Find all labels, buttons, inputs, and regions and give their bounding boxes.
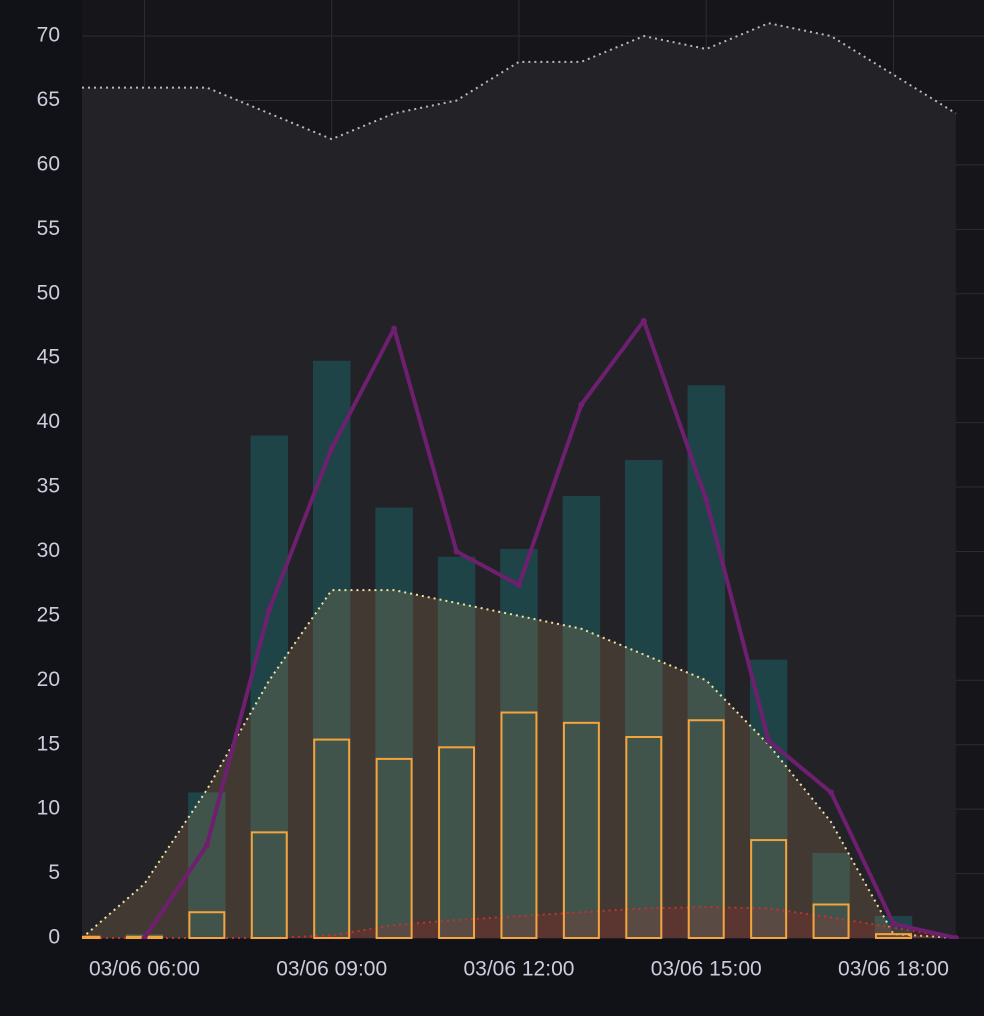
y-tick-label: 10 <box>37 797 60 820</box>
bar-outline <box>82 935 101 939</box>
bar <box>749 659 788 938</box>
bar <box>250 435 288 938</box>
line <box>142 318 957 939</box>
bar-outline <box>375 757 413 939</box>
x-tick-label: 03/06 15:00 <box>651 958 762 981</box>
area-fill <box>82 590 956 938</box>
line-point <box>765 737 772 744</box>
y-tick-label: 0 <box>48 926 60 949</box>
bar <box>874 916 913 938</box>
line-point <box>890 920 897 927</box>
bar <box>625 459 663 938</box>
y-tick-label: 20 <box>37 668 60 691</box>
bar <box>812 852 850 938</box>
y-tick-label: 50 <box>37 281 60 304</box>
bar-outline <box>188 911 226 939</box>
bar-outline <box>562 721 600 939</box>
line-point <box>578 401 585 408</box>
y-tick-label: 45 <box>37 346 60 369</box>
bar <box>687 385 725 938</box>
x-tick-label: 03/06 12:00 <box>463 958 574 981</box>
bar-outline <box>250 831 288 939</box>
labels: 0 5 10 15 20 25 30 35 40 45 50 55 60 65 70 03/06 06:00 0… <box>37 24 949 981</box>
bar-outline <box>313 738 351 939</box>
y-tick-label: 65 <box>37 88 60 111</box>
x-tick-label: 03/06 09:00 <box>276 958 387 981</box>
y-tick-label: 55 <box>37 217 60 240</box>
line-point <box>328 445 335 452</box>
y-tick-label: 35 <box>37 475 60 498</box>
bar-outline <box>750 839 788 939</box>
y-tick-label: 15 <box>37 732 60 755</box>
line-point <box>828 789 835 796</box>
bar <box>375 507 413 938</box>
y-tick-label: 40 <box>37 410 60 433</box>
y-tick-label: 60 <box>37 152 60 175</box>
line-point <box>515 581 522 588</box>
line-point <box>266 606 273 613</box>
y-tick-label: 5 <box>48 861 60 884</box>
line-point <box>141 935 148 939</box>
y-tick-label: 70 <box>37 24 60 47</box>
y-tick-label: 25 <box>37 603 60 626</box>
bar <box>500 548 538 938</box>
x-tick-label: 03/06 18:00 <box>838 958 949 981</box>
plot <box>82 22 959 939</box>
bar-outline <box>625 736 663 939</box>
bar-outline <box>438 746 476 939</box>
bar-outline <box>812 903 850 939</box>
y-tick-label: 30 <box>37 539 60 562</box>
line-point <box>640 317 647 324</box>
bar-outline <box>875 933 912 939</box>
area-fill <box>82 907 956 938</box>
bar <box>312 360 351 938</box>
x-tick-label: 03/06 06:00 <box>89 958 200 981</box>
bar-outline <box>500 711 538 939</box>
line-point <box>952 935 959 939</box>
line-point <box>203 842 210 849</box>
line-point <box>703 496 710 503</box>
line-point <box>391 325 398 332</box>
area-line <box>82 906 957 939</box>
line-point <box>453 548 460 555</box>
bar-outline <box>687 719 725 939</box>
bar <box>562 496 601 938</box>
area-line <box>82 22 957 141</box>
area-fill <box>82 23 956 938</box>
